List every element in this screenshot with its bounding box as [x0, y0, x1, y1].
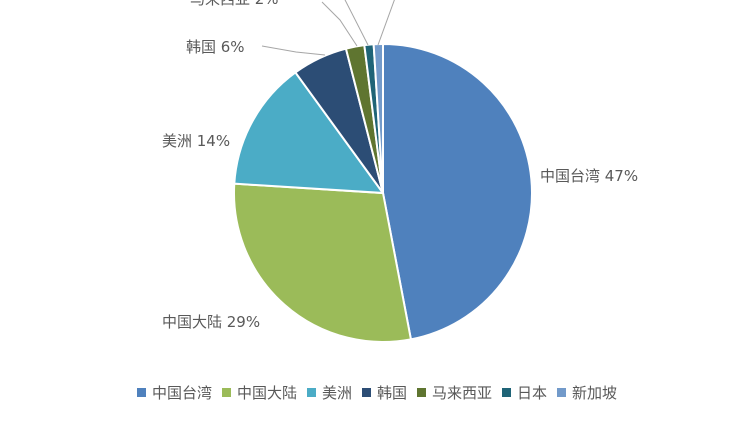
legend-item: 中国台湾	[136, 382, 212, 403]
leader-line	[321, 1, 358, 47]
legend-label: 韩国	[376, 384, 407, 402]
leader-lines	[261, 0, 395, 56]
legend-label: 新加坡	[572, 384, 618, 402]
data-labels: 中国台湾 47% 中国大陆 29% 美洲 14% 韩国 6% 马来西亚 2%	[162, 0, 638, 331]
pie-slices	[233, 43, 533, 343]
pie-slice	[233, 182, 412, 343]
pie-slice	[382, 43, 533, 341]
legend-item: 中国大陆	[221, 382, 297, 403]
legend-item: 马来西亚	[417, 382, 492, 403]
data-label: 中国大陆 29%	[162, 313, 260, 331]
leader-line	[377, 0, 395, 46]
legend-label: 中国大陆	[236, 384, 297, 402]
data-label: 马来西亚 2%	[190, 0, 279, 8]
legend-label: 马来西亚	[432, 384, 493, 402]
legend-swatch	[417, 388, 426, 397]
legend-item: 新加坡	[557, 382, 617, 403]
legend-swatch	[502, 388, 512, 397]
leader-line	[344, 0, 369, 46]
legend-swatch	[557, 388, 567, 397]
data-label: 韩国 6%	[186, 38, 245, 56]
data-label: 中国台湾 47%	[540, 167, 638, 185]
leader-line	[261, 45, 326, 56]
data-label: 美洲 14%	[162, 132, 230, 150]
legend-item: 日本	[502, 382, 547, 403]
legend-item: 美洲	[306, 382, 352, 403]
legend-swatch	[361, 388, 371, 397]
legend-label: 中国台湾	[151, 384, 212, 402]
pie-slice	[233, 71, 384, 194]
legend: 中国台湾 中国大陆 美洲 韩国 马来西亚 日本 新加坡	[0, 382, 754, 403]
legend-label: 美洲	[321, 384, 352, 402]
legend-swatch	[221, 388, 231, 397]
legend-item: 韩国	[361, 382, 407, 403]
legend-label: 日本	[517, 384, 548, 402]
legend-swatch	[136, 388, 146, 397]
legend-swatch	[306, 388, 316, 397]
